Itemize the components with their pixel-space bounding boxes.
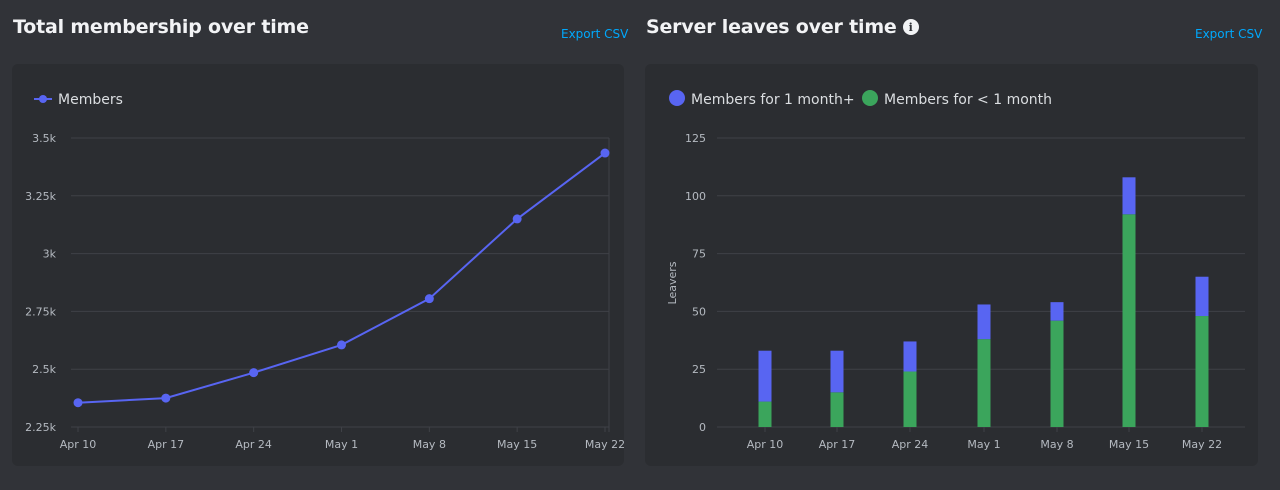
membership-line-chart: Members 2.25k 2.5k 2.75k 3k 3.25k 3.5k Apr 10 Ap… — [25, 92, 625, 451]
data-point-may-22 — [600, 148, 610, 158]
data-point-may-8 — [424, 294, 434, 304]
y-tick-label: 3k — [43, 248, 57, 261]
y-tick-label: 3.25k — [25, 190, 56, 203]
leaves-bar-chart: Members for 1 month+ Members for < 1 mont… — [666, 90, 1245, 451]
data-point-may-15 — [512, 214, 522, 224]
legend-marker-less-than-1-month — [862, 90, 878, 106]
x-tick-label: May 15 — [1109, 438, 1149, 451]
x-tick-label: Apr 10 — [60, 438, 97, 451]
membership-title-text: Total membership over time — [13, 16, 309, 38]
leaves-chart-card: Members for 1 month+ Members for < 1 mont… — [645, 64, 1258, 466]
legend-label-1-month-plus: Members for 1 month+ — [691, 92, 855, 108]
leaves-export-csv-link[interactable]: Export CSV — [1195, 27, 1263, 41]
membership-export-csv-link[interactable]: Export CSV — [561, 27, 629, 41]
info-icon[interactable]: i — [902, 19, 919, 35]
y-axis-title: Leavers — [666, 261, 679, 304]
y-tick-label: 25 — [692, 363, 706, 376]
y-tick-label: 3.5k — [32, 132, 56, 145]
bar-1-month-plus-apr-24 — [903, 341, 917, 372]
legend-marker-members — [39, 95, 47, 103]
bar-1-month-plus-apr-10 — [758, 350, 772, 402]
x-tick-label: May 1 — [967, 438, 1000, 451]
data-point-may-1 — [337, 340, 346, 350]
leaves-chart-title: Server leaves over time i — [646, 16, 919, 38]
data-point-apr-17 — [161, 393, 171, 403]
x-tick-label: Apr 17 — [819, 438, 856, 451]
bar-less-than-1-month-apr-17 — [830, 392, 844, 427]
legend-label-less-than-1-month: Members for < 1 month — [884, 92, 1052, 108]
y-tick-label: 50 — [692, 305, 706, 318]
bar-less-than-1-month-may-15 — [1122, 214, 1136, 427]
legend-label-members: Members — [58, 92, 123, 108]
data-point-apr-24 — [249, 368, 259, 378]
x-tick-label: May 8 — [1040, 438, 1073, 451]
x-tick-label: Apr 24 — [235, 438, 272, 451]
series-line-members — [77, 152, 606, 404]
x-tick-label: Apr 24 — [892, 438, 929, 451]
y-tick-label: 0 — [699, 421, 706, 434]
y-tick-label: 75 — [692, 248, 706, 261]
x-tick-label: May 1 — [325, 438, 358, 451]
bar-less-than-1-month-may-22 — [1195, 316, 1209, 427]
legend-marker-1-month-plus — [669, 90, 685, 106]
x-tick-label: May 22 — [1182, 438, 1222, 451]
y-tick-label: 100 — [685, 190, 706, 203]
bar-1-month-plus-may-15 — [1122, 177, 1136, 215]
bar-1-month-plus-may-22 — [1195, 276, 1209, 317]
membership-chart-title: Total membership over time — [13, 16, 309, 38]
x-tick-label: Apr 17 — [148, 438, 185, 451]
data-point-apr-10 — [73, 398, 83, 408]
membership-chart-card: Members 2.25k 2.5k 2.75k 3k 3.25k 3.5k Apr 10 Ap… — [12, 64, 625, 466]
bar-less-than-1-month-may-8 — [1050, 320, 1064, 427]
bar-1-month-plus-may-1 — [977, 304, 991, 340]
leaves-title-text: Server leaves over time — [646, 16, 897, 38]
y-tick-label: 125 — [685, 132, 706, 145]
x-tick-label: May 8 — [413, 438, 446, 451]
y-tick-label: 2.25k — [25, 421, 56, 434]
y-tick-label: 2.5k — [32, 363, 56, 376]
bar-less-than-1-month-apr-10 — [758, 401, 772, 427]
bar-less-than-1-month-apr-24 — [903, 371, 917, 427]
bar-1-month-plus-may-8 — [1050, 302, 1064, 321]
x-tick-label: May 15 — [497, 438, 537, 451]
bar-1-month-plus-apr-17 — [830, 350, 844, 393]
x-tick-label: Apr 10 — [747, 438, 784, 451]
y-tick-label: 2.75k — [25, 305, 56, 318]
x-tick-label: May 22 — [585, 438, 625, 451]
bar-less-than-1-month-may-1 — [977, 339, 991, 427]
